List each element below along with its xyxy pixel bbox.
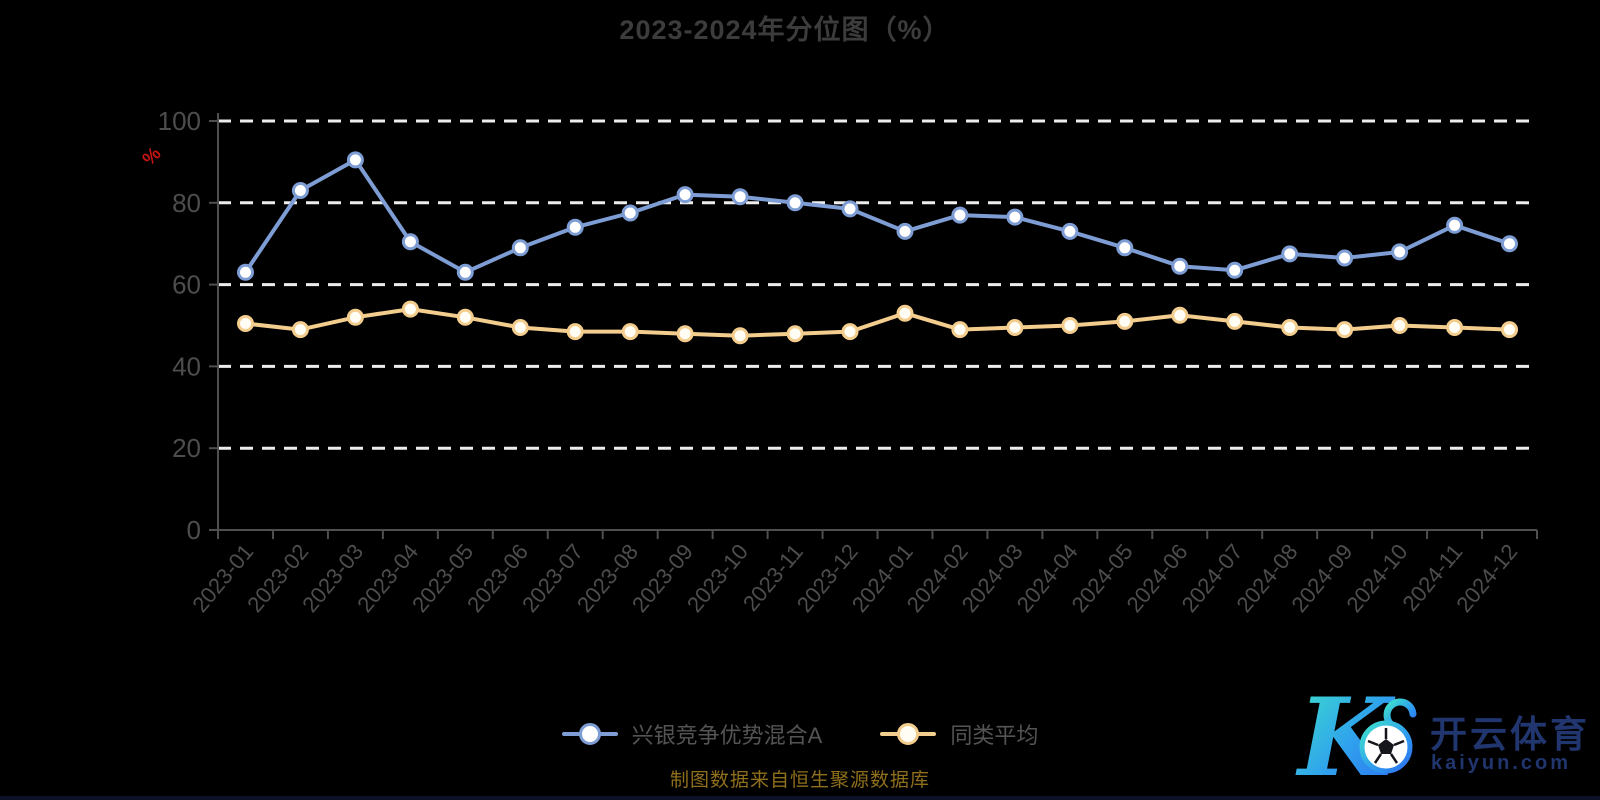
data-point-marker[interactable] [621, 323, 639, 341]
fund-series-marker-icon [561, 723, 618, 745]
chart-title: 2023-2024年分位图（%） [619, 15, 951, 45]
data-point-marker[interactable] [1336, 321, 1354, 339]
bottom-strip [0, 796, 1600, 800]
data-point-marker[interactable] [511, 319, 529, 336]
data-point-marker[interactable] [1061, 317, 1079, 334]
data-point-marker[interactable] [566, 218, 584, 236]
data-point-marker[interactable] [1226, 261, 1244, 279]
data-point-marker[interactable] [1446, 216, 1464, 234]
data-point-marker[interactable] [237, 315, 254, 332]
data-point-marker[interactable] [1006, 208, 1024, 226]
data-point-marker[interactable] [896, 222, 914, 240]
data-point-marker[interactable] [237, 263, 254, 281]
data-point-marker[interactable] [291, 321, 309, 339]
percentile-line-chart: 0204060801002023-012023-022023-032023-04… [158, 106, 1538, 617]
data-point-marker[interactable] [291, 182, 309, 199]
data-point-marker[interactable] [841, 200, 859, 218]
data-point-marker[interactable] [1446, 319, 1464, 336]
legend-label-fund: 兴银竞争优势混合A [631, 723, 823, 748]
data-point-marker[interactable] [731, 188, 749, 206]
y-axis-tick-label: 0 [187, 515, 201, 545]
data-point-marker[interactable] [511, 239, 529, 257]
data-point-marker[interactable] [346, 151, 364, 169]
data-point-marker[interactable] [1116, 239, 1134, 257]
data-point-marker[interactable] [1171, 257, 1189, 275]
series-line-1 [243, 307, 1512, 338]
data-point-marker[interactable] [346, 308, 364, 326]
y-axis-tick-label: 60 [172, 270, 201, 300]
data-point-marker[interactable] [1226, 312, 1244, 330]
kaiyun-logo[interactable]: K 开云体育 kaiyun.com [1280, 662, 1600, 800]
data-point-marker[interactable] [621, 204, 639, 222]
brand-name: 开云体育 [1430, 714, 1590, 755]
legend-item-average[interactable]: 同类平均 [880, 718, 1038, 750]
data-point-marker[interactable] [731, 327, 749, 345]
data-point-marker[interactable] [1501, 321, 1518, 339]
data-point-marker[interactable] [1116, 312, 1134, 330]
chart-legend: 兴银竞争优势混合A 同类平均 [0, 718, 1600, 750]
data-point-marker[interactable] [1281, 245, 1299, 263]
data-point-marker[interactable] [1391, 317, 1409, 334]
series-line-0 [243, 157, 1512, 275]
legend-item-fund[interactable]: 兴银竞争优势混合A [561, 718, 823, 750]
data-point-marker[interactable] [1391, 243, 1409, 261]
grid-lines [218, 119, 1537, 450]
average-series-marker-icon [880, 723, 937, 745]
y-axis-tick-label: 100 [158, 106, 201, 136]
data-point-marker[interactable] [951, 206, 969, 224]
data-source-note: 制图数据来自恒生聚源数据库 [669, 770, 930, 791]
y-axis-tick-label: 80 [172, 188, 201, 218]
y-axis-tick-label: 40 [172, 351, 201, 381]
brand-domain: kaiyun.com [1431, 752, 1572, 774]
data-point-marker[interactable] [1336, 249, 1354, 267]
data-point-marker[interactable] [1281, 319, 1299, 336]
data-point-marker[interactable] [456, 308, 474, 326]
soccer-ball-icon [1359, 720, 1413, 774]
data-point-marker[interactable] [896, 304, 914, 322]
y-axis-tick-label: 20 [172, 433, 201, 463]
data-point-marker[interactable] [1006, 319, 1024, 336]
axes: 0204060801002023-012023-022023-032023-04… [158, 106, 1538, 617]
data-point-marker[interactable] [676, 186, 694, 204]
data-point-marker[interactable] [1501, 235, 1518, 253]
data-point-marker[interactable] [1171, 306, 1189, 324]
data-point-marker[interactable] [786, 194, 804, 212]
series-0 [237, 151, 1518, 281]
data-point-marker[interactable] [676, 325, 694, 343]
kaiyun-logo-mark: K [1295, 675, 1417, 800]
series-1 [237, 300, 1518, 345]
legend-label-average: 同类平均 [950, 723, 1039, 748]
data-point-marker[interactable] [401, 233, 419, 251]
data-point-marker[interactable] [456, 263, 474, 281]
data-point-marker[interactable] [841, 323, 859, 341]
data-point-marker[interactable] [951, 321, 969, 339]
data-point-marker[interactable] [786, 325, 804, 343]
data-point-marker[interactable] [401, 300, 419, 318]
data-point-marker[interactable] [1061, 222, 1079, 240]
data-point-marker[interactable] [566, 323, 584, 341]
